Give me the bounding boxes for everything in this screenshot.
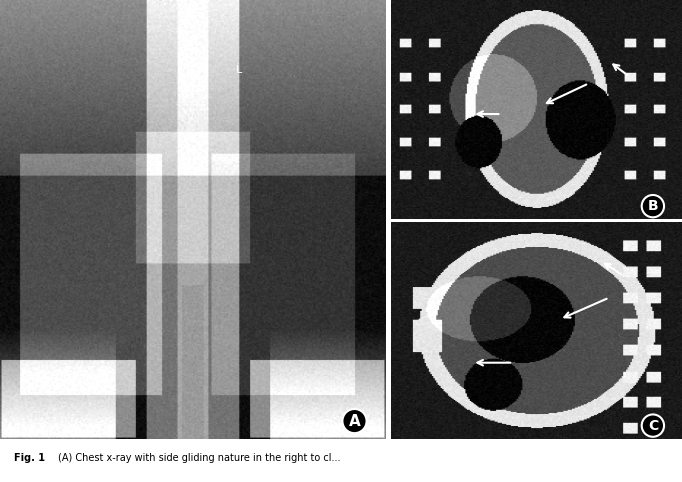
Text: (A) Chest x-ray with side gliding nature in the right to cl...: (A) Chest x-ray with side gliding nature… — [58, 453, 340, 463]
Text: L: L — [236, 65, 242, 75]
Text: B: B — [648, 199, 658, 213]
Text: A: A — [349, 414, 360, 428]
Text: Fig. 1: Fig. 1 — [14, 453, 44, 463]
Text: C: C — [648, 418, 658, 433]
